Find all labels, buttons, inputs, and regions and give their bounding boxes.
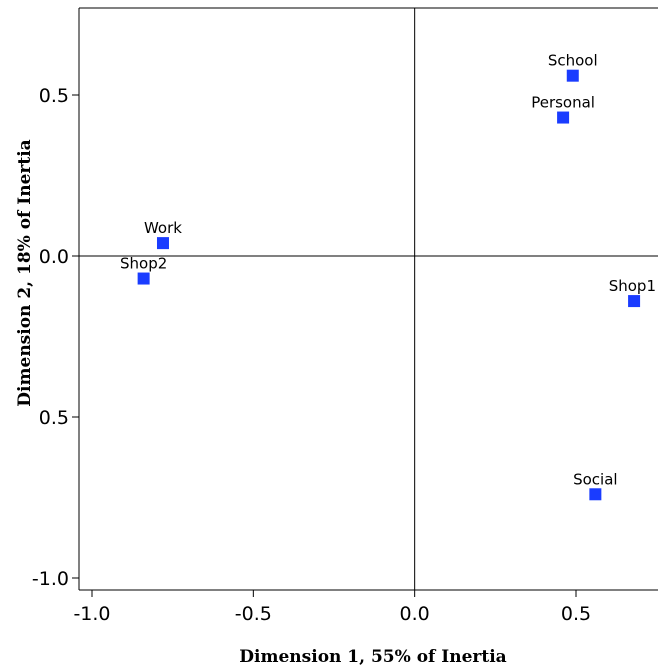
y-axis-title: Dimension 2, 18% of Inertia: [15, 139, 35, 406]
y-tick-label: 0.0: [39, 246, 69, 268]
y-tick-label: 0.5: [39, 85, 69, 107]
data-point-marker: [137, 272, 150, 285]
x-tick-label: 0.5: [561, 603, 591, 625]
data-point-label: School: [548, 52, 598, 70]
plot-frame: [78, 7, 658, 591]
data-point-label: Social: [573, 470, 617, 488]
y-tick-label: 0.5: [39, 407, 69, 429]
data-point-label: Shop2: [120, 255, 167, 273]
data-point-label: Personal: [531, 94, 595, 112]
data-point-marker: [156, 237, 169, 250]
reference-lines: [79, 8, 658, 590]
x-tick-label: -0.5: [235, 603, 272, 625]
data-point-marker: [557, 111, 570, 124]
data-point-marker: [628, 295, 641, 308]
data-point-label: Shop1: [609, 277, 656, 295]
y-tick-label: -1.0: [32, 568, 69, 590]
data-point-marker: [589, 488, 602, 501]
data-points: School Personal Work Shop2 Shop1 Social: [120, 52, 656, 501]
x-tick-label: -1.0: [73, 603, 110, 625]
x-axis-ticks: -1.0 -0.5 0.0 0.5: [73, 590, 591, 625]
data-point-marker: [566, 69, 579, 82]
data-point-label: Work: [144, 219, 182, 237]
x-axis-title: Dimension 1, 55% of Inertia: [239, 647, 506, 667]
x-tick-label: 0.0: [400, 603, 430, 625]
y-axis-ticks: 0.5 0.0 0.5 -1.0: [32, 85, 79, 590]
